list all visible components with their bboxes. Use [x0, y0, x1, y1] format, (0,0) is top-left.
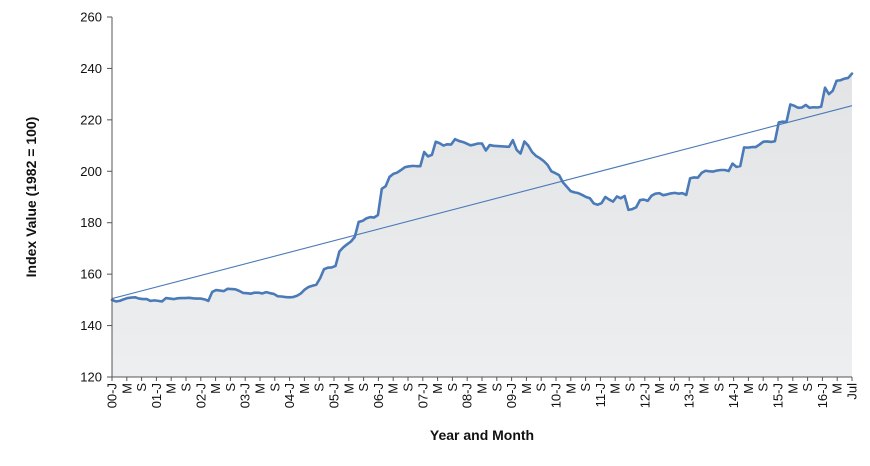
x-tick-label: 07-J [415, 383, 430, 408]
x-tick-label: 06-J [371, 383, 386, 408]
y-tick-label: 180 [80, 215, 102, 230]
x-tick-label: M [475, 383, 490, 394]
x-tick-label: M [519, 383, 534, 394]
x-tick-label: Jul [845, 383, 860, 400]
trend-line [111, 105, 853, 300]
x-tick-label: 12-J [637, 383, 652, 408]
x-tick-label: S [578, 383, 593, 392]
x-tick-label: S [623, 383, 638, 392]
x-tick-label: M [253, 383, 268, 394]
y-tick-label: 160 [80, 267, 102, 282]
x-tick-label: S [312, 383, 327, 392]
x-tick-label: M [608, 383, 623, 394]
x-tick-label: M [430, 383, 445, 394]
x-tick-label: S [756, 383, 771, 392]
y-tick-label: 240 [80, 61, 102, 76]
x-tick-label: M [741, 383, 756, 394]
x-tick-label: 15-J [771, 383, 786, 408]
y-axis-title: Index Value (1982 = 100) [23, 117, 39, 278]
x-tick-label: M [785, 383, 800, 394]
x-tick-label: M [386, 383, 401, 394]
series-area [112, 73, 852, 377]
x-tick-label: M [830, 383, 845, 394]
x-tick-label: 01-J [149, 383, 164, 408]
x-tick-label: 03-J [238, 383, 253, 408]
x-tick-label: S [711, 383, 726, 392]
x-tick-label: 02-J [193, 383, 208, 408]
x-tick-label: M [297, 383, 312, 394]
y-tick-label: 260 [80, 10, 102, 25]
x-tick-label: S [489, 383, 504, 392]
x-axis-title: Year and Month [430, 427, 534, 443]
x-tick-label: 08-J [460, 383, 475, 408]
y-tick-label: 120 [80, 370, 102, 385]
x-tick-label: M [164, 383, 179, 394]
x-tick-label: M [652, 383, 667, 394]
x-tick-label: M [697, 383, 712, 394]
x-tick-label: 10-J [549, 383, 564, 408]
x-tick-label: S [356, 383, 371, 392]
x-tick-label: 13-J [682, 383, 697, 408]
x-tick-label: S [445, 383, 460, 392]
x-tick-label: M [119, 383, 134, 394]
x-tick-label: S [223, 383, 238, 392]
x-tick-label: S [800, 383, 815, 392]
x-tick-label: S [267, 383, 282, 392]
x-tick-label: S [134, 383, 149, 392]
x-tick-label: M [563, 383, 578, 394]
x-tick-label: S [534, 383, 549, 392]
x-tick-label: 00-J [105, 383, 120, 408]
y-tick-label: 140 [80, 318, 102, 333]
x-tick-label: S [179, 383, 194, 392]
x-tick-label: 16-J [815, 383, 830, 408]
x-tick-label: 05-J [327, 383, 342, 408]
x-tick-label: 09-J [504, 383, 519, 408]
x-tick-label: 11-J [593, 383, 608, 407]
x-tick-label: M [208, 383, 223, 394]
x-tick-label: 04-J [282, 383, 297, 408]
x-tick-label: S [667, 383, 682, 392]
x-tick-label: 14-J [726, 383, 741, 408]
y-tick-label: 200 [80, 164, 102, 179]
series-line [110, 72, 854, 303]
x-tick-label: M [341, 383, 356, 394]
y-tick-label: 220 [80, 112, 102, 127]
x-tick-label: S [401, 383, 416, 392]
